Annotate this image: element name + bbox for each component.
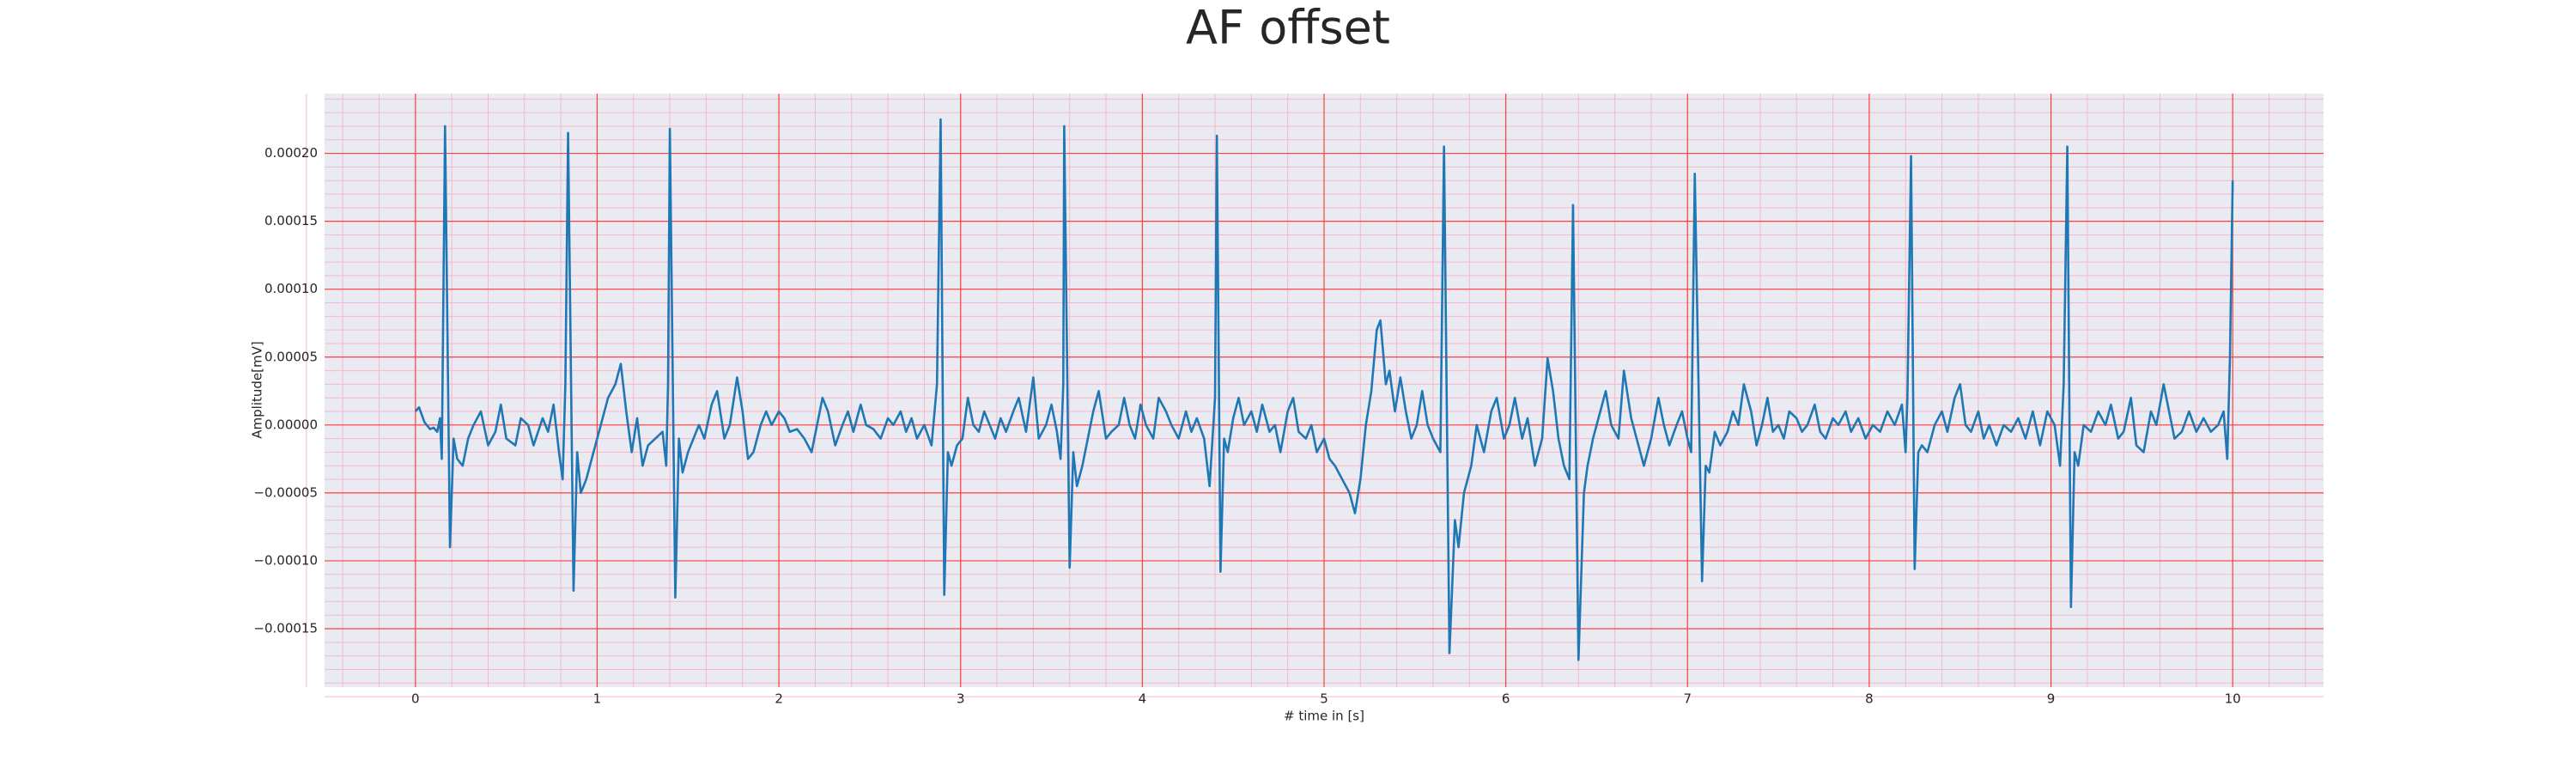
x-tick-label: 8	[1865, 691, 1874, 707]
x-tick-label: 0	[411, 691, 420, 707]
x-axis-label: # time in [s]	[1284, 709, 1364, 724]
y-tick-label: −0.00015	[253, 621, 318, 636]
x-tick-label: 5	[1320, 691, 1328, 707]
x-tick-label: 6	[1502, 691, 1510, 707]
y-tick-label: −0.00010	[253, 552, 318, 568]
y-tick-label: 0.00000	[264, 417, 318, 432]
data-line	[414, 118, 2234, 661]
x-tick-label: 9	[2047, 691, 2056, 707]
y-tick-label: −0.00005	[253, 484, 318, 500]
x-tick-label: 7	[1683, 691, 1692, 707]
x-tick-label: 10	[2225, 691, 2241, 707]
x-tick-label: 3	[957, 691, 965, 707]
x-tick-label: 1	[593, 691, 602, 707]
y-tick-label: 0.00020	[264, 145, 318, 161]
y-tick-label: 0.00005	[264, 349, 318, 364]
y-axis-label: Amplitude[mV]	[250, 341, 265, 438]
x-tick-label: 4	[1139, 691, 1147, 707]
y-tick-label: 0.00010	[264, 281, 318, 296]
chart-title: AF offset	[1186, 1, 1390, 55]
y-tick-label: 0.00015	[264, 213, 318, 228]
x-tick-label: 2	[775, 691, 783, 707]
